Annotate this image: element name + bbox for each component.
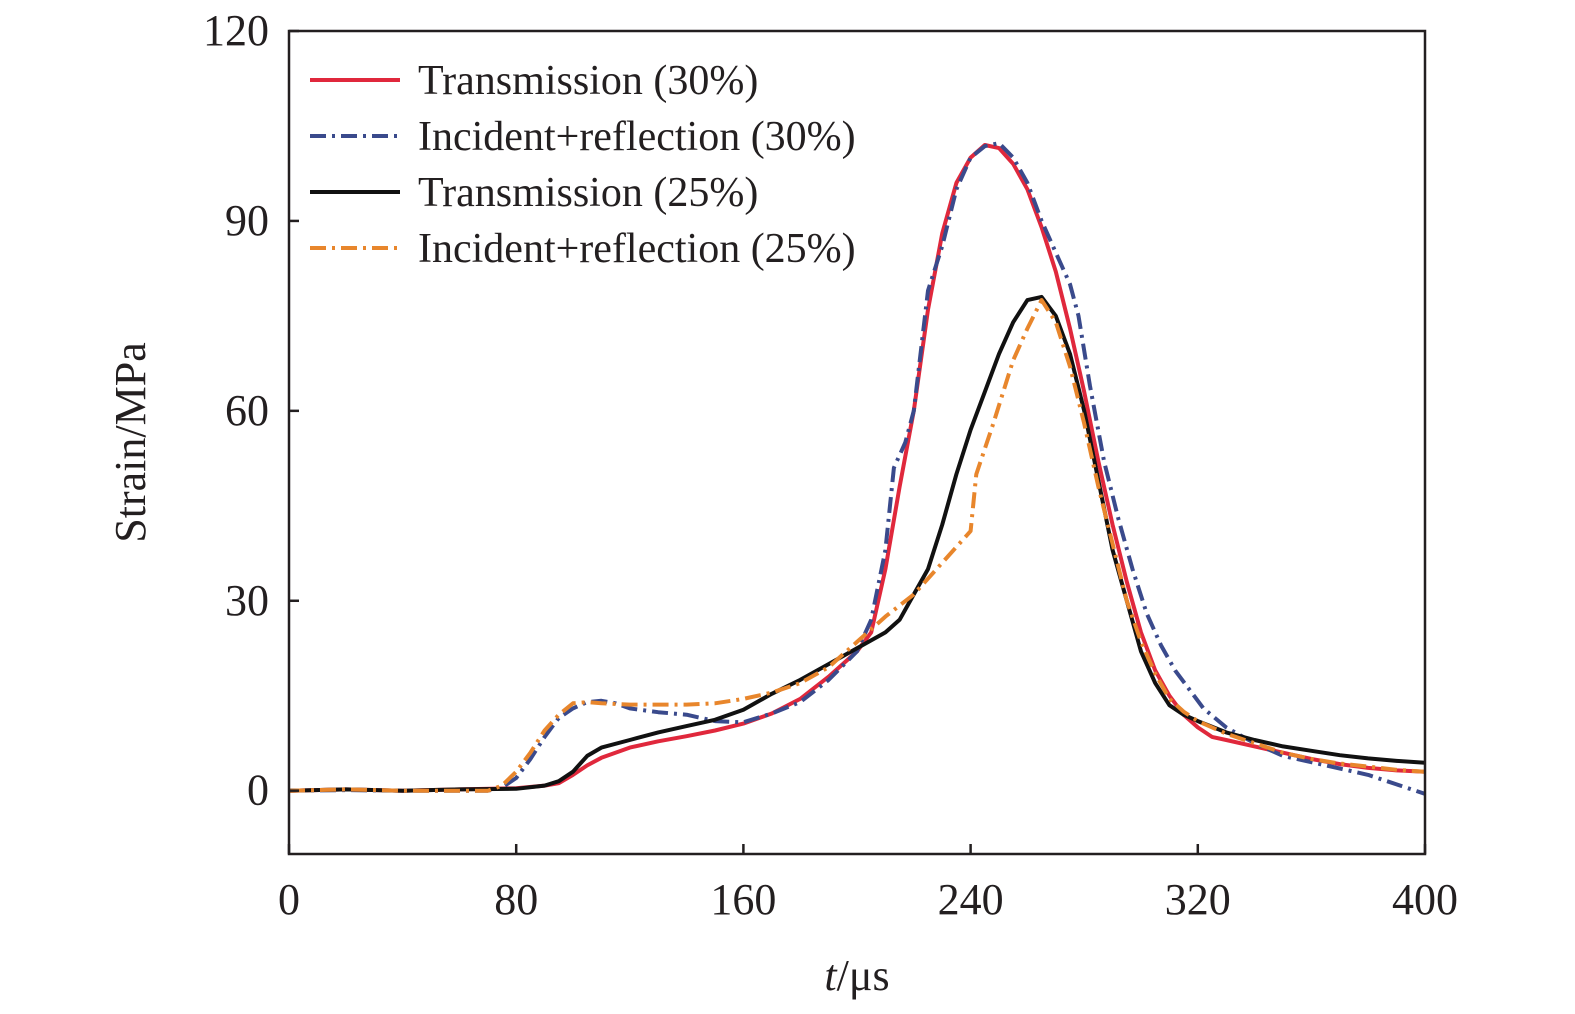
plot-frame — [287, 29, 1427, 856]
x-tick-label: 160 — [710, 875, 776, 924]
legend: Transmission (30%) Incident+reflection (3… — [310, 58, 856, 272]
legend-label: Transmission (25%) — [418, 170, 758, 216]
x-tick-label: 240 — [938, 875, 1004, 924]
y-tick-label: 120 — [203, 6, 269, 55]
series-line-2 — [289, 141, 1425, 796]
x-axis-title-variable: t — [824, 951, 838, 1000]
y-tick-label: 90 — [225, 196, 269, 245]
x-axis-title-unit: /μs — [837, 951, 890, 1000]
x-tick-label: 400 — [1392, 875, 1458, 924]
legend-item: Incident+reflection (25%) — [310, 226, 856, 272]
legend-label: Transmission (30%) — [418, 58, 758, 104]
x-axis-title: t/μs — [824, 951, 889, 1000]
legend-item: Incident+reflection (30%) — [310, 114, 856, 160]
y-tick-label: 60 — [225, 386, 269, 435]
legend-item: Transmission (30%) — [310, 58, 758, 104]
legend-item: Transmission (25%) — [310, 170, 758, 216]
ticks-layer: 0 80 160 240 320 400 0 30 60 90 120 — [203, 6, 1458, 924]
legend-label: Incident+reflection (25%) — [418, 226, 856, 272]
series-layer — [289, 141, 1425, 796]
series-line-3 — [289, 294, 1425, 793]
y-axis-title: Strain/MPa — [106, 342, 155, 542]
legend-label: Incident+reflection (30%) — [418, 114, 856, 160]
series-line-4 — [289, 298, 1425, 793]
y-tick-label: 30 — [225, 576, 269, 625]
x-tick-label: 80 — [494, 875, 538, 924]
x-tick-label: 0 — [278, 875, 300, 924]
y-tick-label: 0 — [247, 766, 269, 815]
x-tick-label: 320 — [1165, 875, 1231, 924]
